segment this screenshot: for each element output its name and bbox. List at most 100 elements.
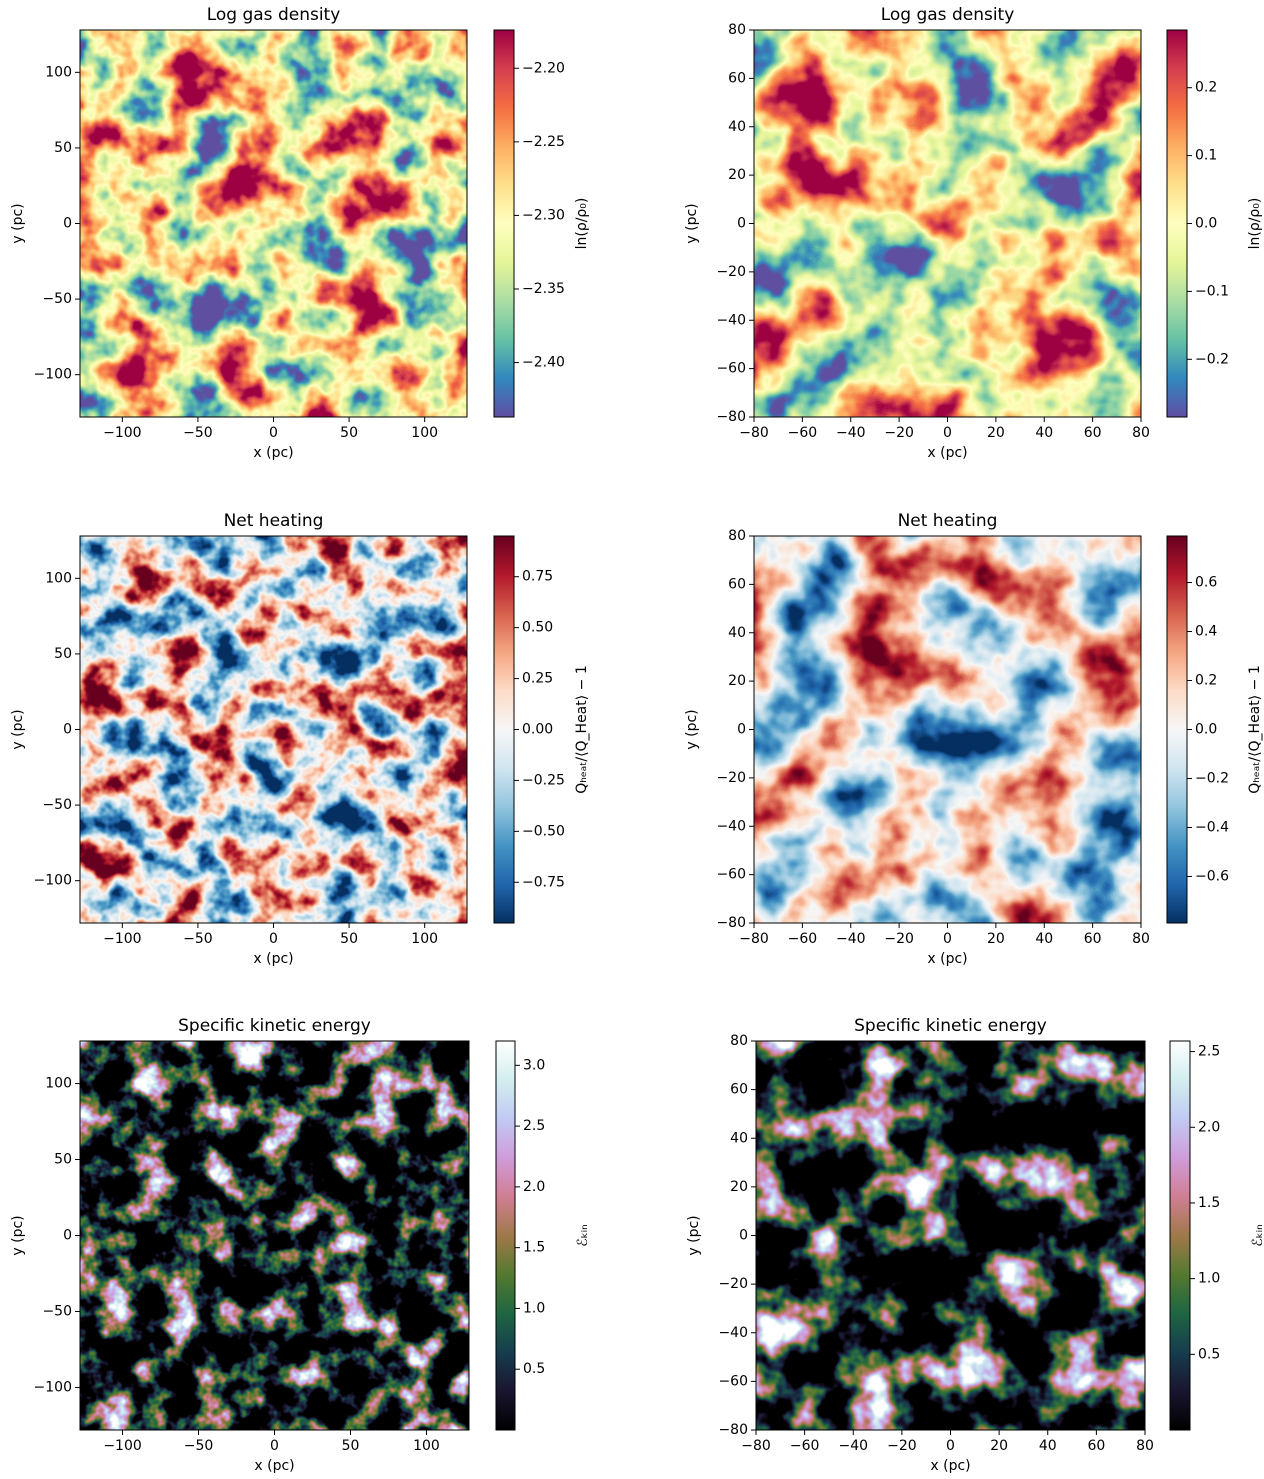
x-tick-label: 50 xyxy=(342,1438,360,1454)
y-tick-label: 60 xyxy=(728,576,746,592)
colorbar-tick-label: −2.25 xyxy=(522,134,565,150)
x-tick-label: 20 xyxy=(987,425,1005,441)
y-tick-label: −40 xyxy=(716,312,746,328)
x-tick-label: −20 xyxy=(884,931,914,947)
y-tick-label: −60 xyxy=(718,1373,748,1389)
colorbar-tick-label: 1.0 xyxy=(1198,1271,1220,1287)
x-tick-label: −20 xyxy=(887,1438,917,1454)
x-axis-label: x (pc) xyxy=(930,1458,970,1474)
colorbar-tick-label: 2.5 xyxy=(523,1118,545,1134)
colorbar-tick-label: 0.75 xyxy=(522,569,553,585)
y-tick-label: −40 xyxy=(718,1325,748,1341)
x-tick-label: 0 xyxy=(269,425,278,441)
y-tick-label: −60 xyxy=(716,361,746,377)
y-tick-label: −80 xyxy=(716,409,746,425)
colorbar-tick-label: 2.5 xyxy=(1198,1044,1220,1060)
x-tick-label: −50 xyxy=(183,425,213,441)
x-tick-label: −100 xyxy=(103,931,141,947)
chart-title: Log gas density xyxy=(881,5,1015,25)
colorbar-tick-label: −0.25 xyxy=(522,772,565,788)
x-axis-label: x (pc) xyxy=(927,445,967,461)
colorbar-tick-label: 0.50 xyxy=(522,620,553,636)
y-tick-label: −20 xyxy=(716,770,746,786)
chart-title: Net heating xyxy=(224,511,324,531)
x-tick-label: 50 xyxy=(340,425,358,441)
y-tick-label: 20 xyxy=(728,673,746,689)
colorbar-tick-label: −0.6 xyxy=(1195,868,1229,884)
y-tick-label: 0 xyxy=(63,1228,72,1244)
x-tick-label: 100 xyxy=(413,1438,440,1454)
y-tick-label: −20 xyxy=(718,1276,748,1292)
y-tick-label: 80 xyxy=(728,22,746,38)
y-tick-label: −50 xyxy=(42,797,72,813)
colorbar xyxy=(1166,29,1188,418)
y-tick-label: −40 xyxy=(716,818,746,834)
y-tick-label: 80 xyxy=(730,1033,748,1049)
colorbar-tick-label: −2.35 xyxy=(522,281,565,297)
x-tick-label: −60 xyxy=(788,931,818,947)
heatmap-image xyxy=(80,1041,469,1430)
x-tick-label: 100 xyxy=(411,931,438,947)
chart-title: Net heating xyxy=(898,511,998,531)
y-axis-label: y (pc) xyxy=(10,203,26,243)
x-tick-label: 20 xyxy=(987,931,1005,947)
y-tick-label: −80 xyxy=(718,1422,748,1438)
colorbar-tick-label: 0.2 xyxy=(1195,673,1217,689)
y-tick-label: 100 xyxy=(45,570,72,586)
y-tick-label: −100 xyxy=(34,1379,72,1395)
y-tick-label: −100 xyxy=(34,367,72,383)
colorbar-tick-label: −0.2 xyxy=(1195,351,1229,367)
colorbar-label: ln(ρ/ρ₀) xyxy=(574,198,590,250)
colorbar-label: ℰₖᵢₙ xyxy=(1250,1224,1264,1247)
x-tick-label: −40 xyxy=(836,425,866,441)
colorbar-tick-label: −2.30 xyxy=(522,207,565,223)
x-axis-label: x (pc) xyxy=(253,445,293,461)
colorbar-tick-label: 3.0 xyxy=(523,1057,545,1073)
y-tick-label: −50 xyxy=(42,291,72,307)
y-tick-label: 40 xyxy=(728,119,746,135)
heatmap-image xyxy=(756,1041,1145,1430)
y-tick-label: 100 xyxy=(45,64,72,80)
y-tick-label: −60 xyxy=(716,867,746,883)
colorbar xyxy=(495,1040,516,1431)
y-tick-label: 80 xyxy=(728,528,746,544)
y-axis-label: y (pc) xyxy=(684,709,700,749)
colorbar xyxy=(493,29,515,418)
y-tick-label: 60 xyxy=(730,1082,748,1098)
colorbar-tick-label: 0.25 xyxy=(522,671,553,687)
x-tick-label: 50 xyxy=(340,931,358,947)
x-axis-label: x (pc) xyxy=(253,951,293,967)
x-tick-label: 0 xyxy=(269,931,278,947)
y-tick-label: 60 xyxy=(728,70,746,86)
colorbar-tick-label: 0.1 xyxy=(1195,148,1217,164)
colorbar-label: Qₕₑₐₜ/⟨Q_Heat⟩ − 1 xyxy=(1247,665,1263,794)
x-tick-label: −100 xyxy=(103,425,141,441)
y-tick-label: 100 xyxy=(45,1076,72,1092)
x-tick-label: 60 xyxy=(1087,1438,1105,1454)
heatmap-image xyxy=(80,30,467,417)
x-axis-label: x (pc) xyxy=(927,951,967,967)
x-tick-label: 80 xyxy=(1132,425,1150,441)
colorbar-tick-label: −0.50 xyxy=(522,823,565,839)
y-tick-label: −80 xyxy=(716,915,746,931)
colorbar-tick-label: 1.5 xyxy=(523,1240,545,1256)
x-tick-label: −40 xyxy=(838,1438,868,1454)
chart-title: Specific kinetic energy xyxy=(854,1016,1047,1036)
y-tick-label: 50 xyxy=(54,1152,72,1168)
colorbar-label: Qₕₑₐₜ/⟨Q_Heat⟩ − 1 xyxy=(574,665,590,794)
x-tick-label: 20 xyxy=(990,1438,1008,1454)
x-tick-label: −80 xyxy=(741,1438,771,1454)
y-tick-label: 0 xyxy=(737,216,746,232)
y-axis-label: y (pc) xyxy=(10,709,26,749)
colorbar-tick-label: 1.5 xyxy=(1198,1195,1220,1211)
x-tick-label: 0 xyxy=(946,1438,955,1454)
y-axis-label: y (pc) xyxy=(10,1215,26,1255)
y-tick-label: 0 xyxy=(737,722,746,738)
y-tick-label: 20 xyxy=(730,1179,748,1195)
colorbar-tick-label: −2.40 xyxy=(522,355,565,371)
x-tick-label: 60 xyxy=(1084,931,1102,947)
x-tick-label: −20 xyxy=(884,425,914,441)
y-tick-label: 20 xyxy=(728,167,746,183)
x-tick-label: −60 xyxy=(788,425,818,441)
